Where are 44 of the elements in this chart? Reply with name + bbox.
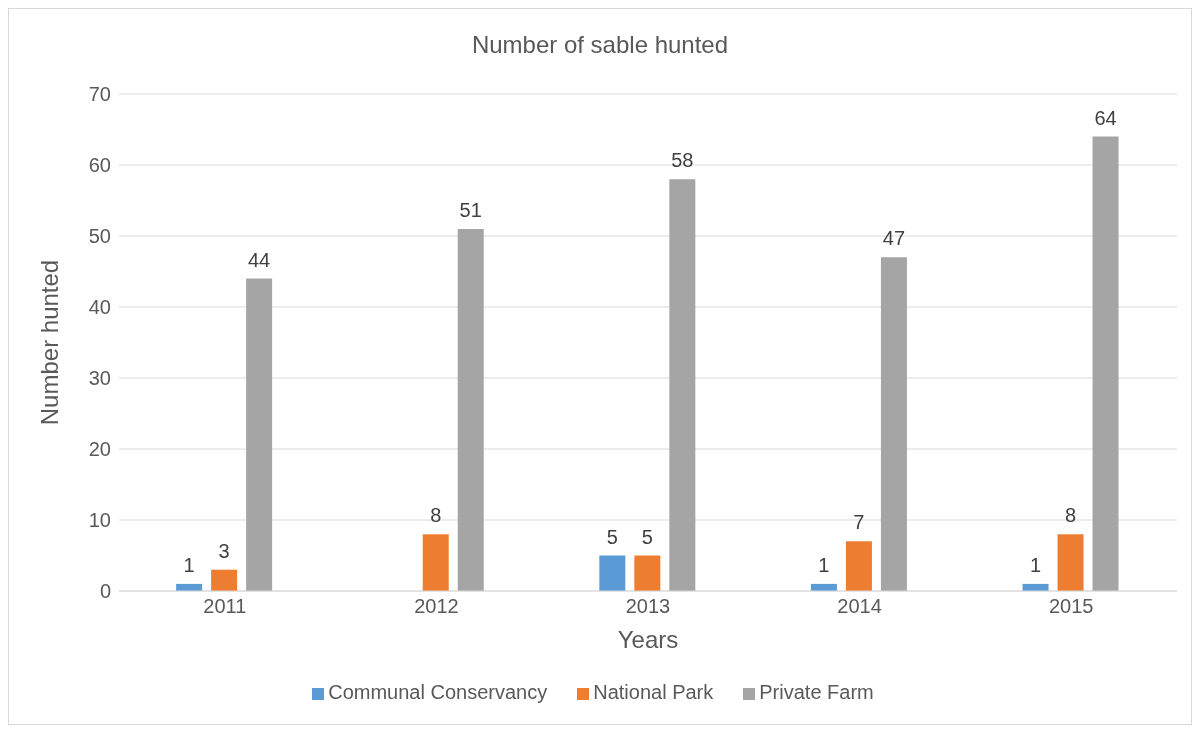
data-label: 5 xyxy=(606,525,618,548)
data-label: 51 xyxy=(459,198,482,221)
data-label: 47 xyxy=(882,227,906,250)
data-label: 1 xyxy=(183,553,195,576)
data-label: 3 xyxy=(218,539,230,562)
chart-title: Number of sable hunted xyxy=(470,31,730,59)
x-axis-title: Years xyxy=(617,626,679,654)
data-label: 8 xyxy=(1064,504,1077,527)
bar xyxy=(422,534,449,591)
x-tick-label: 2011 xyxy=(203,595,247,618)
bar xyxy=(211,569,238,591)
bar xyxy=(1092,136,1119,591)
y-tick-label: 60 xyxy=(88,154,111,177)
bar xyxy=(1057,534,1084,591)
legend-label: Communal Conservancy xyxy=(328,681,548,703)
data-label: 1 xyxy=(1029,553,1042,576)
bar xyxy=(880,257,907,591)
y-tick-label: 40 xyxy=(88,296,111,319)
legend-label: National Park xyxy=(593,681,714,703)
data-label: 8 xyxy=(430,504,442,527)
data-label: 58 xyxy=(671,149,694,172)
bar xyxy=(634,555,661,591)
y-tick-label: 70 xyxy=(88,83,111,106)
data-label: 1 xyxy=(818,553,830,576)
y-tick-label: 10 xyxy=(88,509,111,532)
bar xyxy=(669,179,696,591)
bar xyxy=(599,555,626,591)
x-tick-label: 2015 xyxy=(1048,595,1094,618)
bar xyxy=(457,228,484,591)
x-tick-label: 2012 xyxy=(414,595,459,618)
y-tick-label: 50 xyxy=(88,225,111,248)
y-tick-label: 20 xyxy=(88,438,111,461)
data-label: 7 xyxy=(853,511,865,534)
bar xyxy=(246,278,273,591)
y-axis-title: Number hunted xyxy=(35,259,63,426)
bar xyxy=(845,541,872,591)
data-label: 64 xyxy=(1094,106,1117,129)
y-tick-label: 30 xyxy=(88,367,111,390)
x-tick-label: 2013 xyxy=(625,595,671,618)
data-label: 5 xyxy=(641,525,653,548)
x-tick-label: 2014 xyxy=(837,595,882,618)
legend-label: Private Farm xyxy=(759,681,874,703)
y-tick-label: 0 xyxy=(99,580,111,603)
data-label: 44 xyxy=(248,248,271,271)
